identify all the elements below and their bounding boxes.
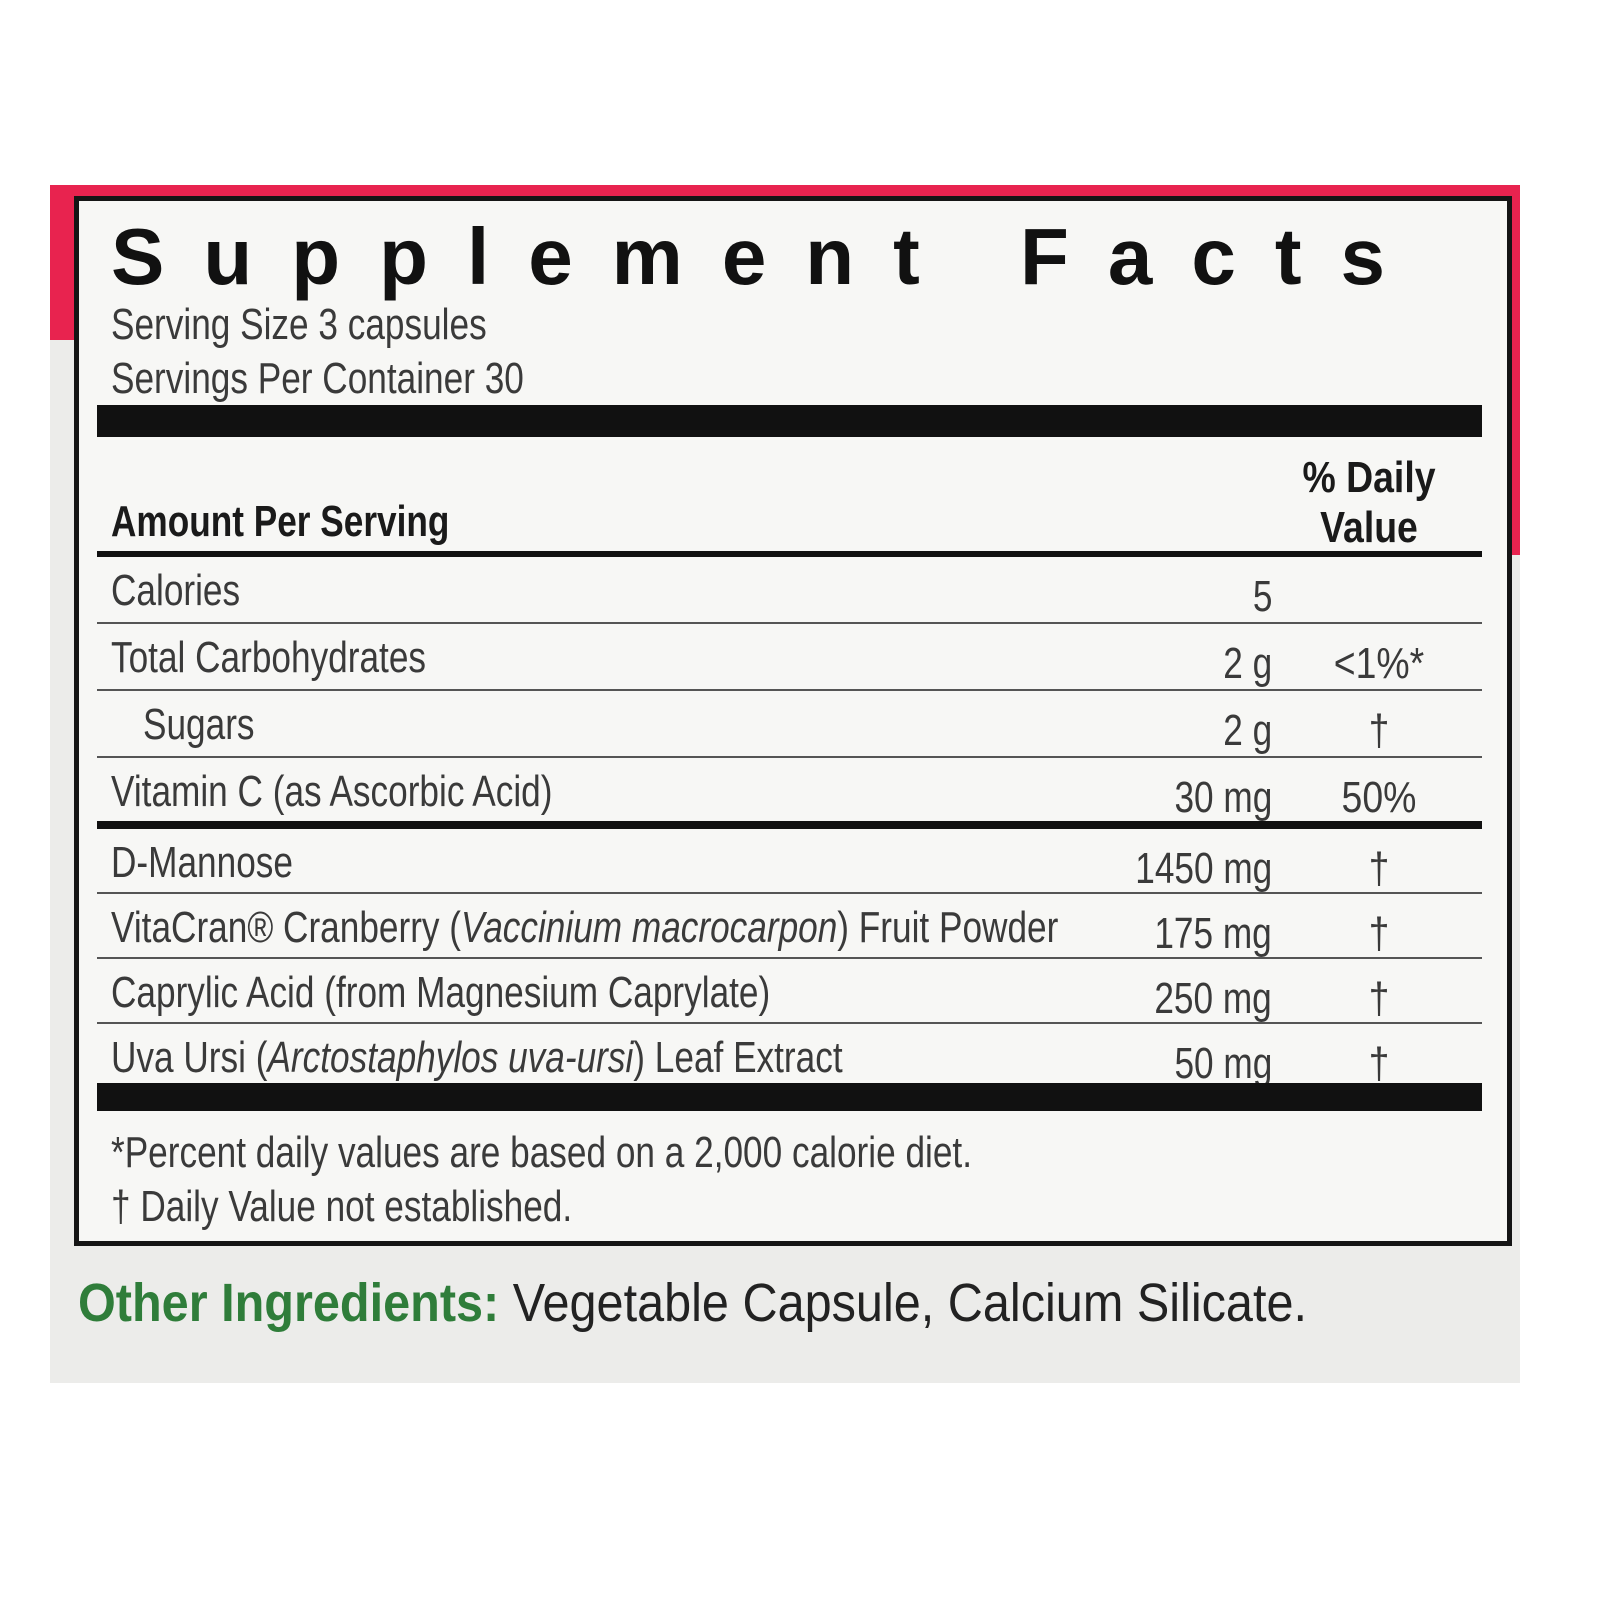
row-rule: [97, 756, 1482, 758]
serving-size: Serving Size 3 capsules: [111, 300, 487, 349]
row-dv: †: [1368, 706, 1390, 755]
row-dv: <1%*: [1333, 639, 1425, 688]
facts-panel: Supplement Facts Serving Size 3 capsules…: [74, 196, 1512, 1246]
row-name: Caprylic Acid (from Magnesium Caprylate): [111, 968, 771, 1017]
row-amount: 50 mg: [1174, 1039, 1272, 1088]
row-name: Calories: [111, 566, 241, 615]
row-amount: 250 mg: [1154, 974, 1272, 1023]
row-rule: [97, 957, 1482, 959]
row-rule: [97, 689, 1482, 691]
pink-strip-left: [50, 185, 75, 340]
row-dv: †: [1368, 909, 1390, 958]
row-amount: 2 g: [1223, 706, 1272, 755]
row-name: VitaCran® Cranberry (Vaccinium macrocarp…: [111, 906, 1058, 950]
row-amount: 5: [1252, 572, 1272, 621]
row-amount: 30 mg: [1174, 773, 1272, 822]
header-rule: [97, 551, 1482, 557]
header-dv: % Daily Value: [1302, 453, 1436, 552]
row-dv: †: [1368, 974, 1390, 1023]
section-rule: [97, 821, 1482, 829]
other-ingredients: Other Ingredients: Vegetable Capsule, Ca…: [78, 1276, 1307, 1330]
row-amount: 2 g: [1223, 639, 1272, 688]
thick-rule: [97, 1083, 1482, 1111]
row-rule: [97, 1022, 1482, 1024]
row-name: Total Carbohydrates: [111, 633, 427, 682]
row-name: Sugars: [143, 700, 255, 749]
row-dv: †: [1368, 844, 1390, 893]
footnote: † Daily Value not established.: [111, 1182, 573, 1231]
row-name: Vitamin C (as Ascorbic Acid): [111, 767, 553, 816]
row-rule: [97, 892, 1482, 894]
other-label: Other Ingredients:: [78, 1273, 500, 1333]
panel-title: Supplement Facts: [111, 212, 1425, 301]
row-name: Uva Ursi (Arctostaphylos uva-ursi) Leaf …: [111, 1036, 843, 1080]
footnote: *Percent daily values are based on a 2,0…: [111, 1128, 972, 1177]
row-amount: 1450 mg: [1135, 844, 1272, 893]
row-rule: [97, 622, 1482, 624]
name-part: Uva Ursi (: [111, 1033, 268, 1082]
name-part: ) Fruit Powder: [837, 903, 1059, 952]
name-italic: Vaccinium macrocarpon: [461, 903, 838, 952]
name-italic: Arctostaphylos uva-ursi: [267, 1033, 634, 1082]
pink-strip: [50, 185, 1520, 199]
servings-per-container: Servings Per Container 30: [111, 354, 524, 403]
name-part: ) Leaf Extract: [633, 1033, 843, 1082]
name-part: VitaCran® Cranberry (: [111, 903, 462, 952]
row-name: D-Mannose: [111, 838, 293, 887]
header-amount: Amount Per Serving: [111, 497, 450, 546]
row-dv: †: [1368, 1039, 1390, 1088]
other-text: Vegetable Capsule, Calcium Silicate.: [512, 1273, 1307, 1333]
thick-rule: [97, 405, 1482, 437]
row-amount: 175 mg: [1154, 909, 1272, 958]
row-dv: 50%: [1341, 773, 1417, 822]
